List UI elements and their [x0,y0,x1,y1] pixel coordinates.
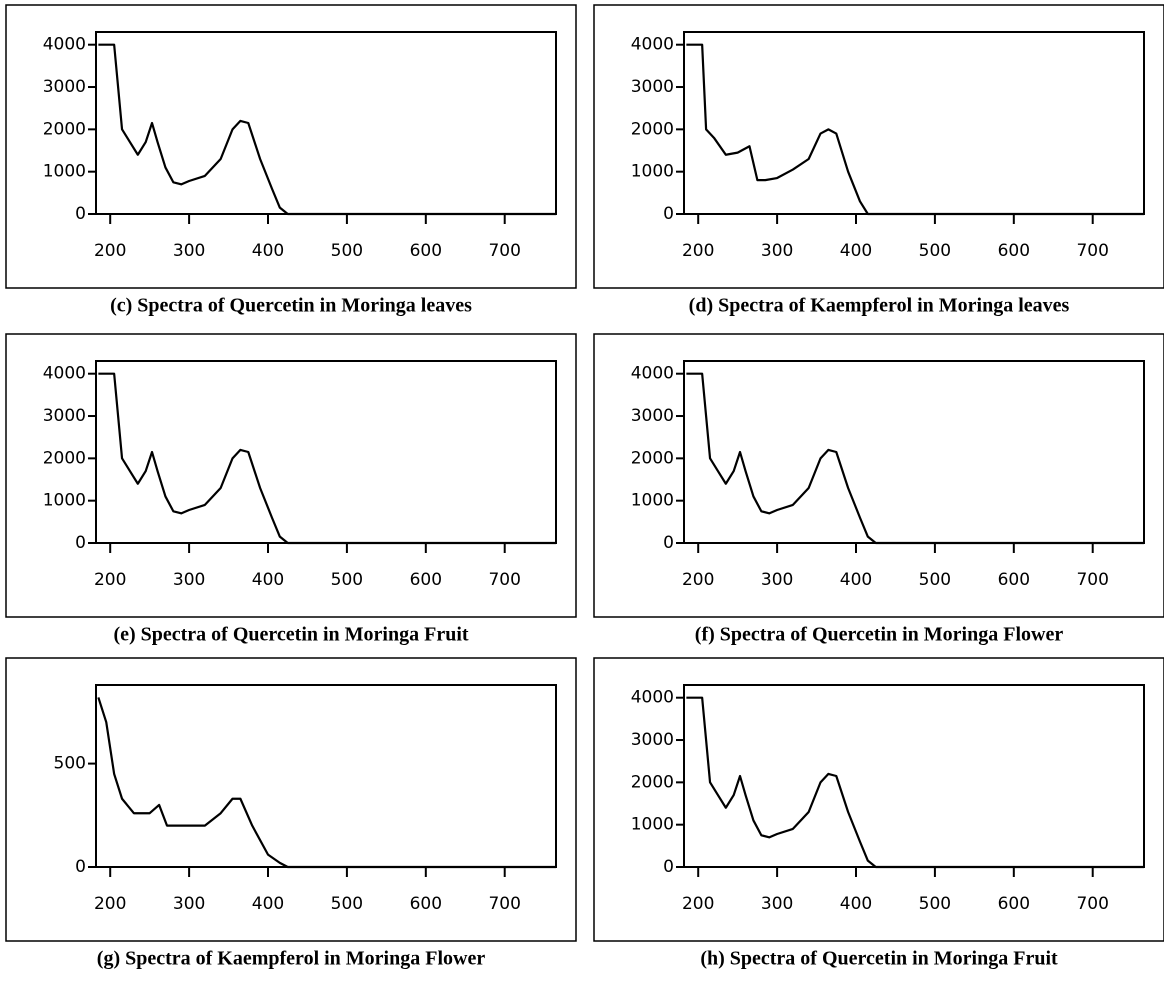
x-tick-label: 300 [173,894,205,914]
y-tick-label: 2000 [43,119,86,139]
x-tick-label: 400 [840,570,872,590]
x-tick-label: 700 [488,894,520,914]
y-tick-label: 4000 [631,688,674,708]
y-tick-label: 2000 [43,448,86,468]
x-tick-label: 300 [173,241,205,261]
caption: (g) Spectra of Kaempferol in Moringa Flo… [97,948,486,970]
y-tick-label: 1000 [631,491,674,511]
caption: (c) Spectra of Quercetin in Moringa leav… [110,295,472,317]
y-tick-label: 3000 [631,77,674,97]
y-tick-label: 0 [663,533,674,553]
panel-border [593,4,1164,289]
y-tick-label: 2000 [631,772,674,792]
x-tick-label: 700 [488,241,520,261]
caption: (e) Spectra of Quercetin in Moringa Frui… [113,624,468,646]
x-tick-label: 300 [761,570,793,590]
x-tick-label: 200 [682,570,714,590]
spectrum-line [98,372,556,545]
x-tick-label: 500 [331,241,363,261]
y-tick-label: 3000 [43,77,86,97]
x-tick-label: 200 [682,241,714,261]
x-tick-label: 600 [410,570,442,590]
x-tick-label: 600 [998,570,1030,590]
panel-border [5,333,577,618]
x-tick-label: 700 [1076,894,1108,914]
y-tick-label: 500 [54,754,86,774]
y-tick-label: 3000 [631,406,674,426]
x-tick-label: 600 [998,894,1030,914]
spectrum-line [686,43,1144,216]
y-tick-label: 0 [663,204,674,224]
spectrum-line [98,43,556,216]
panel-border [593,333,1164,618]
x-tick-label: 600 [410,894,442,914]
caption: (d) Spectra of Kaempferol in Moringa lea… [689,295,1070,317]
panel-border [593,657,1164,942]
y-tick-label: 1000 [43,162,86,182]
y-tick-label: 4000 [631,364,674,384]
x-tick-label: 500 [331,894,363,914]
y-tick-label: 2000 [631,448,674,468]
y-tick-label: 3000 [631,730,674,750]
y-tick-label: 0 [663,857,674,877]
x-tick-label: 600 [410,241,442,261]
spectrum-line [686,696,1144,869]
plot-frame [95,360,557,544]
x-tick-label: 400 [840,241,872,261]
y-tick-label: 3000 [43,406,86,426]
y-tick-label: 4000 [43,35,86,55]
x-tick-label: 500 [919,894,951,914]
y-tick-label: 4000 [631,35,674,55]
y-tick-label: 4000 [43,364,86,384]
caption: (h) Spectra of Quercetin in Moringa Frui… [700,948,1058,970]
x-tick-label: 500 [331,570,363,590]
x-tick-label: 400 [252,894,284,914]
x-tick-label: 400 [252,241,284,261]
spectrum-line [686,372,1144,545]
x-tick-label: 500 [919,570,951,590]
panel-border [5,657,577,942]
x-tick-label: 200 [94,894,126,914]
x-tick-label: 500 [919,241,951,261]
y-tick-label: 1000 [43,491,86,511]
plot-frame [95,31,557,215]
spectrum-line [97,697,556,869]
plot-frame [683,684,1145,868]
x-tick-label: 200 [94,570,126,590]
plot-frame [683,31,1145,215]
panel-border [5,4,577,289]
x-tick-label: 700 [1076,570,1108,590]
x-tick-label: 400 [840,894,872,914]
x-tick-label: 200 [94,241,126,261]
plot-frame [95,684,557,868]
x-tick-label: 300 [173,570,205,590]
y-tick-label: 1000 [631,815,674,835]
plot-frame [683,360,1145,544]
y-tick-label: 0 [75,533,86,553]
y-tick-label: 0 [75,204,86,224]
y-tick-label: 2000 [631,119,674,139]
x-tick-label: 300 [761,241,793,261]
x-tick-label: 400 [252,570,284,590]
x-tick-label: 600 [998,241,1030,261]
x-tick-label: 700 [1076,241,1108,261]
y-tick-label: 0 [75,857,86,877]
x-tick-label: 300 [761,894,793,914]
y-tick-label: 1000 [631,162,674,182]
x-tick-label: 700 [488,570,520,590]
x-tick-label: 200 [682,894,714,914]
caption: (f) Spectra of Quercetin in Moringa Flow… [695,624,1064,646]
